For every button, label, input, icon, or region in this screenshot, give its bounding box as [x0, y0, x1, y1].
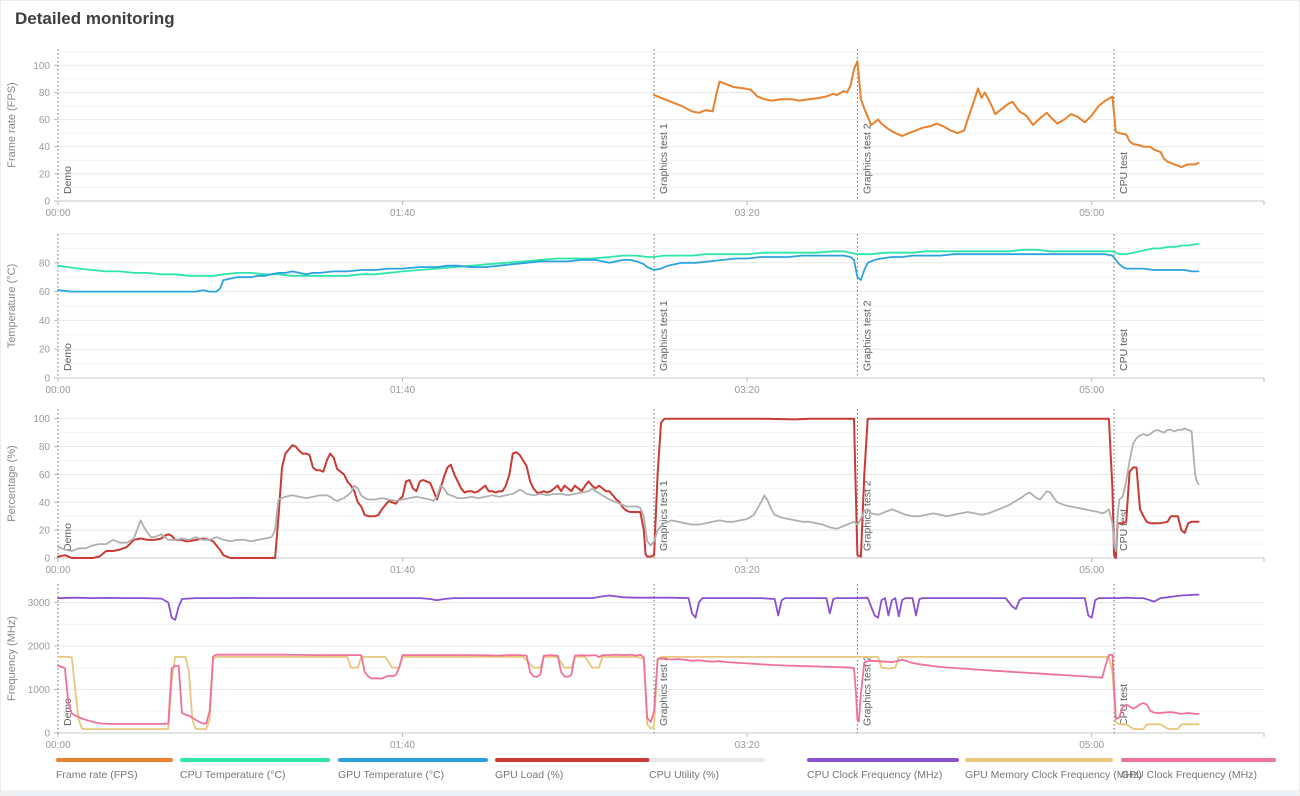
- phase-label: Demo: [62, 698, 74, 726]
- x-tick-label: 03:20: [735, 565, 760, 573]
- legend-color-bar: [1121, 758, 1276, 762]
- legend-item-gpu-clock-frequency-mhz[interactable]: GPU Clock Frequency (MHz): [1121, 758, 1276, 781]
- y-axis-title: Frequency (MHz): [6, 616, 18, 701]
- phase-label: Graphics test 1: [658, 480, 670, 551]
- legend-item-gpu-load[interactable]: GPU Load (%): [495, 758, 650, 781]
- legend-item-cpu-utility[interactable]: CPU Utility (%): [649, 758, 765, 781]
- legend-label: CPU Temperature (°C): [180, 769, 286, 781]
- phase-label: CPU test: [1118, 329, 1130, 371]
- y-tick-label: 100: [33, 414, 50, 425]
- y-tick-label: 40: [39, 316, 51, 327]
- page-bottom-strip: [1, 790, 1299, 795]
- temperature-chart: 0 20 40 60 80 00:00 01:40 03:20 05:00 Demo Graphic…: [6, 233, 1265, 395]
- x-tick-label: 03:20: [735, 208, 760, 219]
- x-tick-label: 05:00: [1079, 208, 1104, 219]
- x-tick-label: 00:00: [45, 740, 70, 751]
- frequency-chart: 0 1000 2000 3000 00:00 01:40 03:20 05:00 Demo Gra…: [6, 584, 1265, 751]
- phase-label: Graphics test 2: [861, 480, 873, 551]
- legend-item-cpu-clock-frequency-mhz[interactable]: CPU Clock Frequency (MHz): [807, 758, 959, 781]
- series-cpu-utility: [57, 427, 1200, 552]
- legend-label: GPU Clock Frequency (MHz): [1121, 769, 1257, 781]
- y-tick-label: 2000: [28, 641, 51, 652]
- phase-label: Graphics test 2: [861, 655, 873, 726]
- y-tick-label: 0: [44, 729, 50, 740]
- percentage-chart: 0 20 40 60 80 100 00:00 01:40 03:20 05:00 Demo Grap…: [6, 409, 1265, 573]
- x-tick-label: 01:40: [390, 385, 415, 395]
- legend-item-cpu-temperature-c[interactable]: CPU Temperature (°C): [180, 758, 330, 781]
- y-tick-label: 40: [39, 142, 51, 153]
- legend-color-bar: [965, 758, 1113, 762]
- series-gpu-temperature-c: [57, 253, 1200, 293]
- frame-rate-chart: 0 20 40 60 80 100 00:00 01:40 03:20 05:00 Demo Grap…: [6, 49, 1265, 219]
- y-tick-label: 100: [33, 61, 50, 72]
- legend-item-frame-rate-fps[interactable]: Frame rate (FPS): [56, 758, 173, 781]
- chart-legend: Frame rate (FPS) CPU Temperature (°C) GPU …: [1, 758, 1299, 790]
- x-tick-label: 00:00: [45, 565, 70, 573]
- y-axis-title: Percentage (%): [6, 445, 18, 521]
- phase-label: Demo: [62, 523, 74, 551]
- y-tick-label: 60: [39, 287, 51, 298]
- y-axis-title: Temperature (°C): [6, 264, 18, 348]
- phase-label: Demo: [62, 166, 74, 194]
- legend-label: GPU Load (%): [495, 769, 564, 781]
- y-tick-label: 0: [44, 554, 50, 565]
- phase-label: Demo: [62, 343, 74, 371]
- x-tick-label: 01:40: [390, 208, 415, 219]
- y-tick-label: 1000: [28, 685, 51, 696]
- legend-label: GPU Memory Clock Frequency (MHz): [965, 769, 1142, 781]
- series-cpu-clock-frequency-mhz: [57, 593, 1200, 621]
- legend-label: Frame rate (FPS): [56, 769, 138, 781]
- legend-item-gpu-memory-clock-frequency-mhz[interactable]: GPU Memory Clock Frequency (MHz): [965, 758, 1142, 781]
- phase-label: CPU test: [1118, 152, 1130, 194]
- legend-color-bar: [495, 758, 650, 762]
- y-tick-label: 80: [39, 442, 51, 453]
- y-tick-label: 0: [44, 374, 50, 385]
- x-tick-label: 05:00: [1079, 740, 1104, 751]
- y-tick-label: 0: [44, 197, 50, 208]
- x-tick-label: 01:40: [390, 565, 415, 573]
- x-tick-label: 03:20: [735, 385, 760, 395]
- series-cpu-temperature-c: [57, 243, 1200, 277]
- y-axis-title: Frame rate (FPS): [6, 82, 18, 168]
- legend-color-bar: [807, 758, 959, 762]
- x-tick-label: 00:00: [45, 208, 70, 219]
- phase-label: CPU test: [1118, 509, 1130, 551]
- legend-color-bar: [649, 758, 765, 762]
- y-tick-label: 20: [39, 169, 51, 180]
- y-tick-label: 80: [39, 88, 51, 99]
- x-tick-label: 01:40: [390, 740, 415, 751]
- legend-color-bar: [180, 758, 330, 762]
- legend-color-bar: [338, 758, 488, 762]
- phase-label: Graphics test 1: [658, 655, 670, 726]
- x-tick-label: 00:00: [45, 385, 70, 395]
- y-tick-label: 20: [39, 526, 51, 537]
- series-gpu-clock-frequency-mhz: [57, 653, 1200, 725]
- legend-color-bar: [56, 758, 173, 762]
- legend-label: GPU Temperature (°C): [338, 769, 445, 781]
- y-tick-label: 60: [39, 470, 51, 481]
- y-tick-label: 60: [39, 115, 51, 126]
- series-frame-rate-fps: [653, 60, 1200, 169]
- page-title: Detailed monitoring: [15, 9, 175, 28]
- x-tick-label: 03:20: [735, 740, 760, 751]
- phase-label: Graphics test 1: [658, 300, 670, 371]
- phase-label: Graphics test 2: [861, 300, 873, 371]
- x-tick-label: 05:00: [1079, 565, 1104, 573]
- phase-label: Graphics test 1: [658, 123, 670, 194]
- legend-label: CPU Clock Frequency (MHz): [807, 769, 943, 781]
- x-tick-label: 05:00: [1079, 385, 1104, 395]
- y-tick-label: 3000: [28, 598, 51, 609]
- legend-item-gpu-temperature-c[interactable]: GPU Temperature (°C): [338, 758, 488, 781]
- phase-label: Graphics test 2: [861, 123, 873, 194]
- series-gpu-load: [57, 417, 1200, 559]
- y-tick-label: 40: [39, 498, 51, 509]
- legend-label: CPU Utility (%): [649, 769, 719, 781]
- y-tick-label: 80: [39, 258, 51, 269]
- y-tick-label: 20: [39, 345, 51, 356]
